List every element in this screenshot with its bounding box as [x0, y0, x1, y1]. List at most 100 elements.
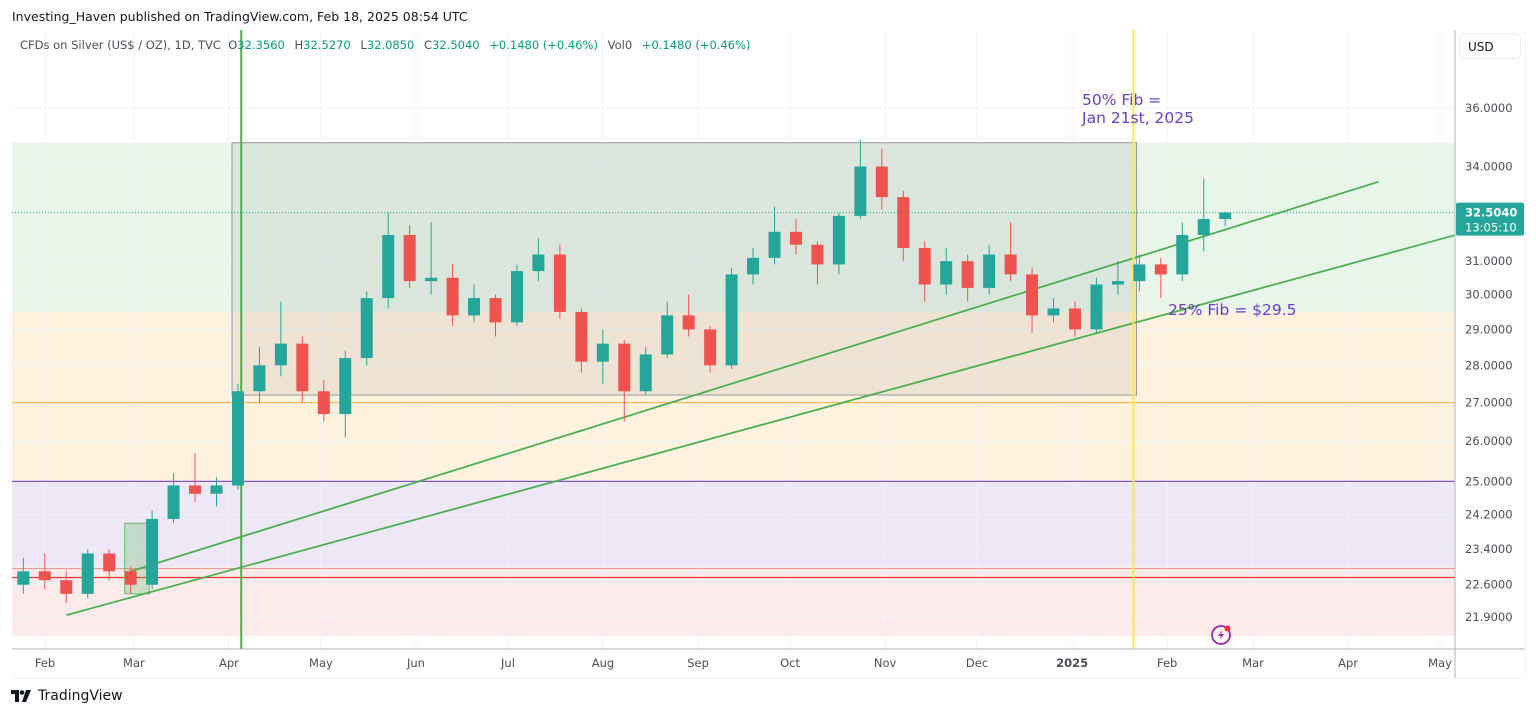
candle-body — [553, 254, 566, 312]
candle-body — [1133, 264, 1146, 282]
price-tick-label: 29.0000 — [1465, 322, 1513, 336]
low-label: L — [360, 38, 367, 52]
high-label: H — [294, 38, 304, 52]
plot-area — [12, 30, 1455, 649]
candle-body — [918, 247, 931, 285]
fib25-annotation: 25% Fib = $29.5 — [1168, 301, 1297, 319]
time-tick-label: Mar — [1242, 656, 1264, 670]
candle-body — [167, 485, 180, 519]
candle-body — [897, 197, 910, 248]
candle-body — [1090, 284, 1103, 330]
lightning-icon-bolt — [1218, 630, 1224, 640]
candle-body — [360, 298, 373, 359]
candle-body — [854, 166, 867, 216]
time-tick-label: Mar — [123, 656, 145, 670]
candle-body — [1004, 254, 1017, 275]
time-tick-label: Aug — [592, 656, 614, 670]
time-tick-label: Sep — [687, 656, 709, 670]
close-value: 32.5040 — [432, 38, 480, 52]
notification-dot — [1224, 625, 1231, 632]
vol-change-value: +0.1480 (+0.46%) — [641, 38, 751, 52]
candle-body — [1197, 219, 1210, 236]
candle-body — [940, 261, 953, 285]
time-tick-label: Jun — [406, 656, 425, 670]
time-tick-label: Oct — [780, 656, 800, 670]
time-tick-label: Feb — [35, 656, 55, 670]
candle-body — [339, 358, 352, 415]
close-label: C — [424, 38, 433, 52]
price-tick-label: 21.9000 — [1465, 610, 1513, 624]
last-price-value: 32.5040 — [1465, 206, 1517, 220]
price-tick-label: 27.0000 — [1465, 396, 1513, 410]
candle-body — [510, 271, 523, 323]
candle-body — [124, 571, 137, 585]
candle-body — [789, 231, 802, 245]
candle-body — [682, 315, 695, 330]
candle-body — [189, 485, 202, 494]
price-tick-label: 23.4000 — [1465, 542, 1513, 556]
candle-body — [768, 231, 781, 258]
currency-button[interactable]: USD — [1459, 33, 1521, 59]
candle-body — [468, 298, 481, 316]
candle-body — [875, 166, 888, 198]
candle-body — [704, 329, 717, 366]
price-tick-label: 34.0000 — [1465, 160, 1513, 174]
lightning-icon-ring — [1211, 625, 1231, 645]
time-tick-label: May — [1428, 656, 1452, 670]
candle-body — [725, 274, 738, 366]
candle-body — [618, 343, 631, 392]
open-value: 32.3560 — [237, 38, 285, 52]
symbol-name[interactable]: CFDs on Silver (US$ / OZ), 1D, TVC — [20, 38, 221, 52]
range-rectangle — [124, 522, 150, 595]
vol-value: 0 — [624, 38, 633, 52]
candle-body — [1176, 235, 1189, 275]
candle-body — [17, 571, 30, 585]
candle-body — [425, 277, 438, 282]
candle-body — [1068, 308, 1081, 330]
candle-body — [961, 261, 974, 288]
symbol-legend: CFDs on Silver (US$ / OZ), 1D, TVC O32.3… — [20, 38, 756, 52]
candle-body — [1154, 264, 1167, 275]
candle-body — [60, 580, 73, 594]
tradingview-brand: TradingView — [38, 688, 123, 704]
change-value: +0.1480 (+0.46%) — [489, 38, 598, 52]
time-tick-label: Jul — [500, 656, 515, 670]
time-tick-label: May — [309, 656, 333, 670]
price-tick-label: 24.2000 — [1465, 508, 1513, 522]
candle-body — [1219, 212, 1232, 220]
price-tick-label: 30.0000 — [1465, 288, 1513, 302]
countdown-timer: 13:05:10 — [1465, 221, 1517, 235]
candle-body — [446, 277, 459, 316]
price-tick-label: 25.0000 — [1465, 474, 1513, 488]
candle-body — [403, 235, 416, 282]
open-label: O — [228, 38, 238, 52]
time-tick-label: Dec — [966, 656, 988, 670]
candle-body — [274, 343, 287, 366]
candle-body — [231, 391, 244, 486]
price-tick-label: 26.0000 — [1465, 434, 1513, 448]
candle-body — [661, 315, 674, 355]
candle-body — [832, 215, 845, 265]
time-tick-label: 2025 — [1056, 656, 1088, 670]
candle-body — [382, 235, 395, 299]
candle-body — [38, 571, 51, 581]
price-tick-label: 36.0000 — [1465, 101, 1513, 115]
price-tick-label: 22.6000 — [1465, 578, 1513, 592]
price-band — [12, 481, 1455, 567]
fib50-line1: 50% Fib = — [1082, 91, 1162, 109]
trendline — [130, 180, 1379, 573]
candle-body — [103, 553, 116, 572]
publisher-caption: Investing_Haven published on TradingView… — [12, 9, 468, 24]
fib50-line2: Jan 21st, 2025 — [1082, 109, 1194, 127]
tradingview-logo[interactable]: TradingView — [11, 688, 123, 704]
trendline — [66, 234, 1455, 616]
vol-label: Vol — [607, 38, 625, 52]
time-tick-label: Feb — [1157, 656, 1177, 670]
price-tick-label: 31.0000 — [1465, 254, 1513, 268]
fib50-annotation: 50% Fib = Jan 21st, 2025 — [1082, 91, 1194, 127]
candle-body — [596, 343, 609, 362]
candle-body — [81, 553, 94, 594]
lightning-icon[interactable] — [1211, 625, 1231, 645]
time-tick-label: Apr — [1338, 656, 1358, 670]
